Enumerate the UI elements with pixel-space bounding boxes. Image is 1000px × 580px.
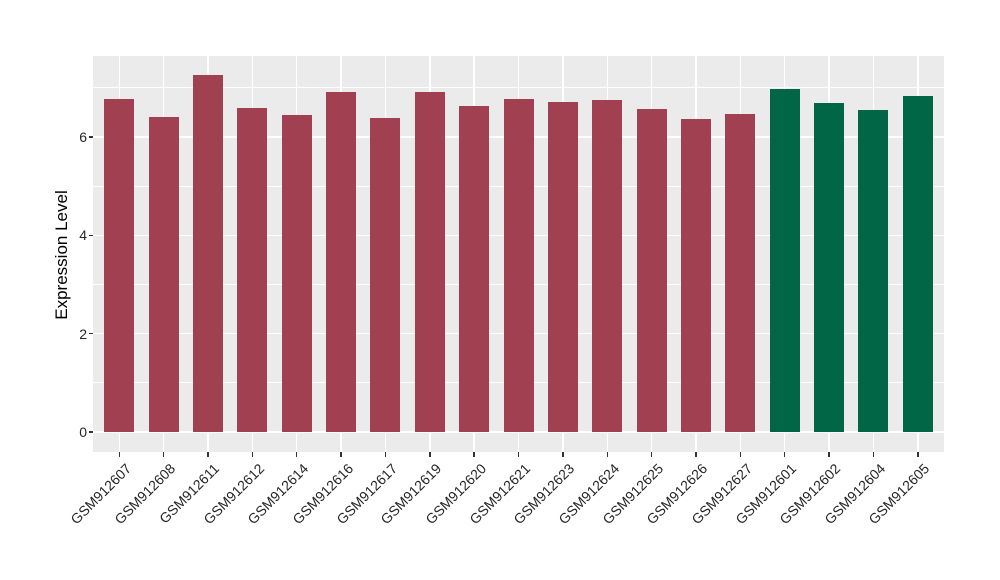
x-axis-tick [695,452,697,457]
y-tick-label: 4 [79,227,87,244]
x-axis-tick [162,452,165,457]
y-tick-label: 2 [79,325,87,342]
y-axis-tick [88,136,93,138]
bar-GSM912624 [592,99,623,432]
y-tick-label: 0 [79,424,87,440]
bar-GSM912612 [237,108,268,432]
bar-GSM912601 [769,88,800,432]
x-axis-tick [872,452,875,457]
bar-GSM912625 [636,109,667,432]
bar-GSM912616 [326,91,357,432]
x-axis-tick [606,452,608,457]
x-axis-tick [917,452,919,457]
bar-GSM912623 [547,102,578,432]
x-axis-tick [828,452,830,457]
x-axis-tick [429,452,431,457]
bar-GSM912614 [281,114,312,432]
x-axis-tick [340,452,342,457]
x-axis-tick [118,452,121,457]
x-axis-tick [251,452,254,457]
bar-GSM912626 [680,119,711,432]
x-axis-tick [207,452,209,457]
y-tick-label: 6 [79,129,87,146]
plot-panel [93,56,944,452]
bar-GSM912608 [148,117,179,432]
y-axis-tick [88,431,93,433]
x-axis-tick [562,452,564,457]
x-axis-tick [473,452,475,457]
bar-GSM912617 [370,118,401,432]
y-axis-tick [88,332,93,335]
x-axis-tick [650,452,653,457]
x-axis-tick [517,452,520,457]
bar-GSM912604 [858,109,889,432]
y-axis-title: Expression Level [52,190,71,320]
bar-GSM912621 [503,99,534,432]
bar-GSM912619 [414,92,445,432]
bar-GSM912611 [193,75,224,432]
bar-GSM912607 [104,99,135,432]
x-axis-tick [783,452,786,457]
y-axis-tick [88,234,93,237]
bar-GSM912602 [814,103,845,432]
bar-GSM912627 [725,114,756,432]
x-axis-tick [295,452,298,457]
bar-GSM912605 [902,96,933,432]
bar-GSM912620 [459,106,490,432]
x-axis-tick [739,452,742,457]
x-axis-tick [384,452,387,457]
